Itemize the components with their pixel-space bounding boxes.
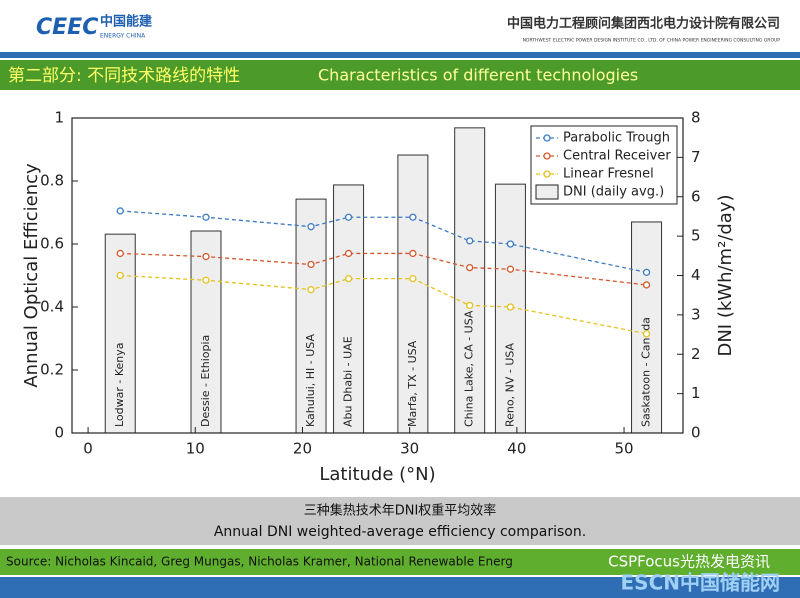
dni-bar — [397, 154, 429, 434]
watermark: CSPFocus光热发电资讯 — [608, 553, 770, 571]
series-point — [307, 223, 315, 231]
x-tick-label: 40 — [507, 440, 526, 458]
y2-tick-label: 6 — [691, 187, 701, 205]
site-label: Marfa, TX - USA — [406, 340, 419, 427]
caption-box — [0, 497, 800, 545]
logo-en: ENERGY CHINA — [100, 33, 146, 40]
legend-marker — [543, 134, 551, 142]
series-point — [344, 249, 353, 258]
section-title-cn: 第二部分: 不同技术路线的特性 — [8, 66, 240, 86]
series-point — [344, 274, 353, 283]
chart: Lodwar - Kenya Dessie - Ethiopia Kahului, … — [21, 109, 736, 486]
series-point — [409, 213, 417, 221]
y-tick-label: 0.4 — [40, 298, 64, 316]
legend-marker — [543, 170, 551, 178]
org-en: NORTHWEST ELECTRIC POWER DESIGN INSTITUT… — [523, 38, 781, 44]
y2-tick-label: 7 — [691, 148, 701, 166]
series-point — [409, 249, 417, 258]
x-tick-label: 50 — [614, 440, 633, 458]
series-line — [120, 252, 647, 286]
series-point — [202, 213, 210, 221]
dni-bar — [454, 127, 486, 434]
series-point — [506, 265, 515, 273]
series-point — [344, 213, 353, 221]
legend-label: DNI (daily avg.) — [563, 185, 664, 200]
legend-swatch — [535, 184, 559, 200]
y2-tick-label: 8 — [691, 109, 701, 127]
x-tick-label: 0 — [83, 440, 93, 458]
series-point — [116, 249, 124, 258]
series-point — [202, 276, 210, 284]
legend-label: Linear Fresnel — [563, 167, 654, 182]
y2-tick-label: 5 — [691, 227, 701, 245]
title-bar — [0, 60, 800, 90]
series-point — [466, 301, 474, 310]
dni-bar — [104, 233, 136, 434]
source: Source: Nicholas Kincaid, Greg Mungas, N… — [6, 555, 513, 569]
y-tick-label: 0.8 — [40, 172, 64, 190]
caption-en: Annual DNI weighted-average efficiency c… — [214, 524, 586, 540]
series-point — [116, 207, 124, 215]
site-label: Reno, NV - USA — [503, 342, 516, 427]
legend-label: Central Receiver — [563, 149, 671, 164]
x-tick-label: 10 — [186, 440, 205, 458]
y2-tick-label: 0 — [691, 424, 701, 442]
y2-tick-label: 4 — [691, 266, 701, 284]
series-point — [307, 286, 315, 294]
y-tick-label: 1 — [54, 109, 64, 127]
series-point — [506, 303, 515, 311]
logo-mark: CEEC — [36, 15, 98, 40]
site-label: Dessie - Ethiopia — [199, 335, 212, 427]
dni-bar — [631, 221, 663, 434]
x-tick-label: 30 — [400, 440, 419, 458]
series-point — [466, 263, 474, 272]
site-label: Lodwar - Kenya — [113, 342, 126, 427]
series-point — [506, 240, 515, 248]
logo-cn: 中国能建 — [100, 14, 152, 30]
dni-bar — [190, 230, 222, 434]
series-point — [202, 252, 210, 261]
y-tick-label: 0 — [54, 424, 64, 442]
series-point — [307, 260, 315, 269]
header-rule — [0, 52, 800, 58]
site-label: Abu Dhabi - UAE — [342, 336, 355, 427]
x-axis-label: Latitude (°N) — [319, 464, 435, 485]
footer-bar — [0, 577, 800, 598]
series-point — [642, 281, 651, 289]
series-point — [409, 274, 417, 283]
site-label: Kahului, HI - USA — [304, 334, 317, 427]
site-label: China Lake, CA - USA — [463, 310, 476, 427]
y2-tick-label: 1 — [691, 384, 701, 402]
series-point — [116, 271, 124, 280]
x-tick-label: 20 — [293, 440, 312, 458]
series-point — [642, 330, 651, 338]
section-title-en: Characteristics of different technologie… — [318, 66, 638, 85]
site-label: Saskatoon - Canada — [640, 317, 653, 427]
source-bar — [0, 549, 800, 575]
series-line — [120, 210, 647, 273]
y2-tick-label: 2 — [691, 345, 701, 363]
y-tick-label: 0.2 — [40, 361, 64, 379]
caption-cn: 三种集热技术年DNI权重平均效率 — [304, 503, 497, 519]
y-tick-label: 0.6 — [40, 235, 64, 253]
watermark: ESCN中国储能网 — [621, 571, 780, 595]
org-cn: 中国电力工程顾问集团西北电力设计院有限公司 — [507, 16, 780, 32]
legend-label: Parabolic Trough — [563, 131, 670, 146]
y-axis-label: Annual Optical Efficiency — [21, 163, 42, 388]
legend-marker — [543, 152, 551, 160]
series-point — [642, 268, 651, 277]
y2-tick-label: 3 — [691, 305, 701, 323]
series-point — [466, 237, 474, 245]
y2-axis-label: DNI (kWh/m²/day) — [715, 194, 736, 356]
dni-bar — [333, 184, 365, 434]
series-line — [120, 274, 647, 335]
dni-bar — [295, 198, 327, 434]
